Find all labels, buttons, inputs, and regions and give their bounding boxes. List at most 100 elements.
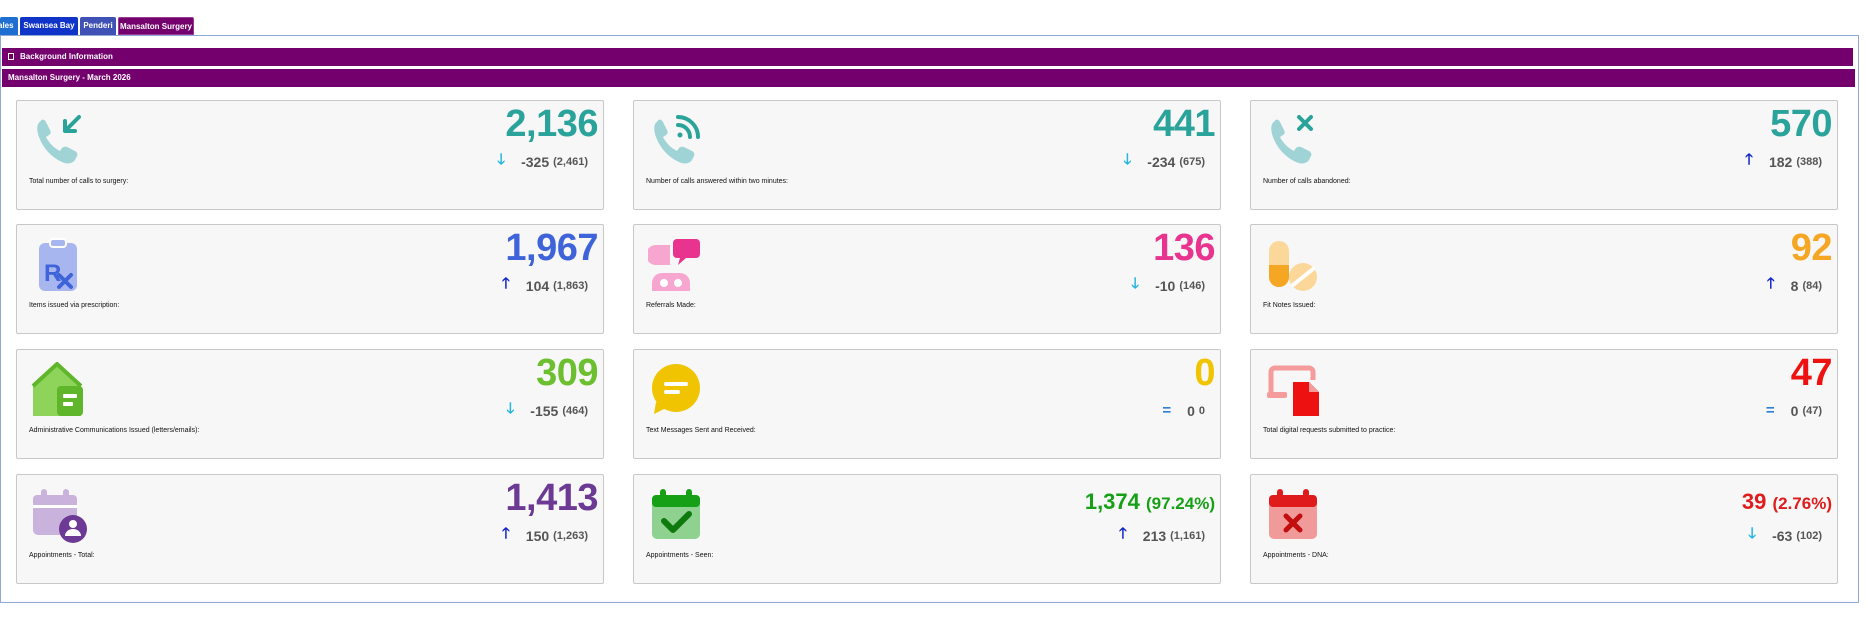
stat-label: Items issued via prescription: xyxy=(29,302,120,309)
stat-change: 🡓 -63 (102) xyxy=(1748,523,1822,548)
background-info-label: Background Information xyxy=(20,52,113,61)
arrow-up-icon: 🡑 xyxy=(501,525,510,542)
stat-change: 🡓 -325 (2,461) xyxy=(497,149,588,174)
stat-card-calls-answered: 441 🡓 -234 (675) Number of calls answered … xyxy=(633,100,1221,210)
arrow-down-icon: 🡓 xyxy=(506,400,515,417)
stat-change: 🡑 150 (1,263) xyxy=(502,523,588,548)
change-value: -63 xyxy=(1772,527,1793,544)
tab-bar: ales Swansea Bay Penderi Mansalton Surge… xyxy=(0,17,196,35)
stat-label: Appointments - Total: xyxy=(29,552,95,559)
stat-label: Appointments - DNA: xyxy=(1263,552,1329,559)
stat-change: 🡓 -10 (146) xyxy=(1131,273,1205,298)
change-value: -155 xyxy=(530,402,559,419)
section-title: Mansalton Surgery - March 2026 xyxy=(8,73,131,82)
change-value: 0 xyxy=(1187,402,1195,419)
stat-label: Administrative Communications Issued (le… xyxy=(29,427,200,434)
tab-swansea-bay[interactable]: Swansea Bay xyxy=(20,17,78,35)
previous-value: (84) xyxy=(1802,279,1822,292)
stat-card-calls-total: 2,136 🡓 -325 (2,461) Total number of calls… xyxy=(16,100,604,210)
stat-value: 39 (2.76%) xyxy=(1742,489,1832,515)
arrow-up-icon: 🡑 xyxy=(1745,151,1753,168)
stat-card-appointments-seen: 1,374 (97.24%) 🡑 213 (1,161) Appointments … xyxy=(633,474,1221,584)
stat-change: 🡓 -234 (675) xyxy=(1123,149,1205,174)
stat-percentage: (2.76%) xyxy=(1772,494,1832,513)
stat-card-referrals: 136 🡓 -10 (146) Referrals Made: xyxy=(633,224,1221,334)
stat-value-number: 39 xyxy=(1741,489,1767,514)
change-value: 213 xyxy=(1142,527,1167,544)
arrow-up-icon: 🡑 xyxy=(1766,275,1775,292)
stat-change: = 0 (47) xyxy=(1766,402,1822,419)
calendar-check-icon xyxy=(652,489,700,539)
stat-value-number: 1,374 xyxy=(1084,489,1140,514)
stat-change: 🡓 -155 (464) xyxy=(506,398,588,423)
stat-value: 309 xyxy=(536,352,598,394)
section-title-bar: Mansalton Surgery - March 2026 xyxy=(2,69,1855,87)
stat-label: Referrals Made: xyxy=(646,302,696,309)
change-value: -325 xyxy=(521,153,550,170)
previous-value: (47) xyxy=(1802,404,1822,417)
stat-card-calls-abandoned: 570 🡑 182 (388) Number of calls abandoned: xyxy=(1250,100,1838,210)
previous-value: (146) xyxy=(1179,279,1205,292)
stat-value: 92 xyxy=(1790,227,1833,269)
tab-penderi[interactable]: Penderi xyxy=(80,17,116,35)
arrow-down-icon: 🡓 xyxy=(497,151,506,168)
phone-incoming-icon xyxy=(37,115,81,164)
pills-icon xyxy=(1269,241,1317,291)
previous-value: (2,461) xyxy=(553,155,588,168)
stat-change: 🡑 8 (84) xyxy=(1767,273,1822,298)
stat-value: 2,136 xyxy=(505,103,598,145)
prescription-icon: R xyxy=(39,238,77,291)
stat-label: Appointments - Seen: xyxy=(646,552,714,559)
referral-icon xyxy=(648,239,700,291)
change-value: 8 xyxy=(1790,277,1799,294)
stat-card-digital-requests: 47 = 0 (47) Total digital requests submitt… xyxy=(1250,349,1838,459)
previous-value: (1,161) xyxy=(1170,529,1205,542)
stat-value: 570 xyxy=(1770,103,1832,145)
stat-change: 🡑 213 (1,161) xyxy=(1119,523,1205,548)
change-value: 0 xyxy=(1790,402,1799,419)
stat-card-prescriptions: R 1,967 🡑 104 (1,863) Items issued via pre… xyxy=(16,224,604,334)
previous-value: (388) xyxy=(1796,155,1822,168)
stat-label: Text Messages Sent and Received: xyxy=(646,427,756,434)
stat-value: 1,374 (97.24%) xyxy=(1085,489,1215,515)
message-icon xyxy=(652,364,700,414)
phone-missed-icon xyxy=(1271,115,1313,164)
arrow-down-icon: 🡓 xyxy=(1748,525,1757,542)
change-value: -10 xyxy=(1155,277,1176,294)
stat-value: 1,413 xyxy=(505,477,598,519)
stat-label: Number of calls abandoned: xyxy=(1263,178,1351,185)
stat-value: 136 xyxy=(1153,227,1215,269)
stat-value: 0 xyxy=(1194,352,1215,394)
change-value: 104 xyxy=(525,277,550,294)
calendar-x-icon xyxy=(1269,489,1317,539)
change-value: 182 xyxy=(1768,153,1793,170)
svg-text:R: R xyxy=(44,260,61,287)
stat-label: Total digital requests submitted to prac… xyxy=(1263,427,1396,434)
previous-value: (1,263) xyxy=(553,529,588,542)
letter-icon xyxy=(31,362,83,416)
background-info-bar[interactable]: Background Information xyxy=(2,48,1853,66)
digital-request-icon xyxy=(1267,365,1319,416)
stat-label: Fit Notes Issued: xyxy=(1263,302,1316,309)
stat-value: 1,967 xyxy=(505,227,598,269)
document-icon xyxy=(8,53,14,60)
stat-value: 441 xyxy=(1153,103,1215,145)
arrow-down-icon: 🡓 xyxy=(1123,151,1132,168)
change-value: -234 xyxy=(1147,153,1176,170)
calendar-user-icon xyxy=(33,489,87,543)
tab-wales[interactable]: ales xyxy=(0,17,18,35)
stat-card-fit-notes: 92 🡑 8 (84) Fit Notes Issued: xyxy=(1250,224,1838,334)
previous-value: (675) xyxy=(1179,155,1205,168)
previous-value: (102) xyxy=(1796,529,1822,542)
stat-card-text-messages: 0 = 0 0 Text Messages Sent and Received: xyxy=(633,349,1221,459)
stat-label: Number of calls answered within two minu… xyxy=(646,178,789,185)
stat-change: 🡑 104 (1,863) xyxy=(502,273,588,298)
tab-mansalton-surgery[interactable]: Mansalton Surgery xyxy=(118,17,194,35)
stat-change: 🡑 182 (388) xyxy=(1745,149,1822,174)
previous-value: 0 xyxy=(1198,404,1205,417)
stat-percentage: (97.24%) xyxy=(1146,494,1215,513)
arrow-up-icon: 🡑 xyxy=(1118,525,1127,542)
equal-icon: = xyxy=(1765,402,1775,419)
previous-value: (464) xyxy=(562,404,588,417)
stat-value: 47 xyxy=(1790,352,1833,394)
